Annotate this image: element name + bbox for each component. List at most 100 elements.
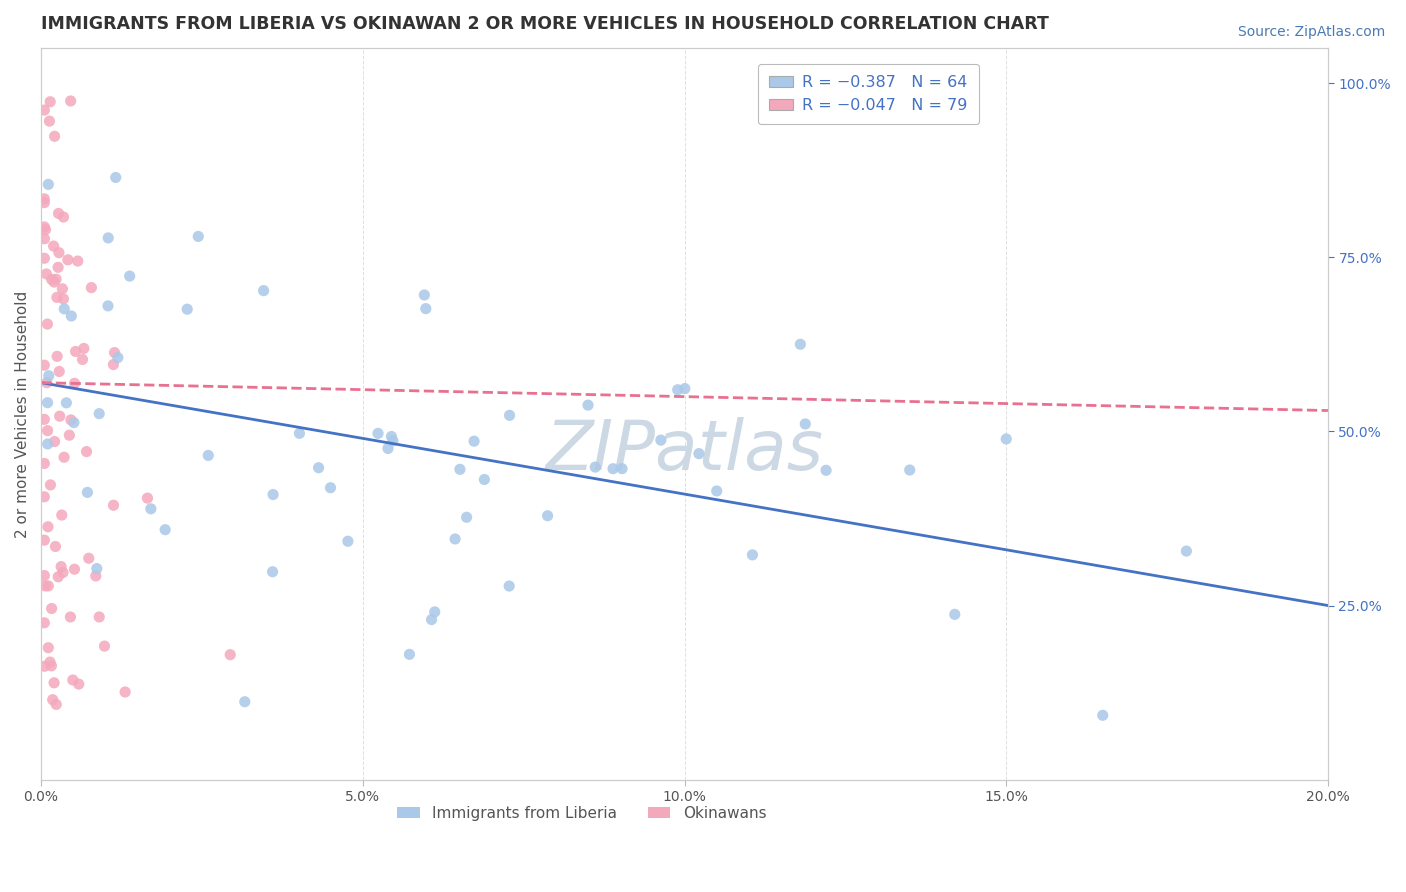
Point — [107, 351, 129, 365]
Point — [65, 344, 87, 359]
Point — [52, 292, 75, 306]
Point — [59, 610, 82, 624]
Point — [38, 368, 60, 383]
Point — [66, 254, 89, 268]
Point — [423, 605, 446, 619]
Legend: Immigrants from Liberia, Okinawans: Immigrants from Liberia, Okinawans — [391, 799, 772, 827]
Point — [48, 409, 70, 424]
Point — [415, 301, 437, 316]
Point — [815, 463, 838, 477]
Point — [97, 231, 120, 245]
Point — [63, 416, 86, 430]
Point — [59, 413, 82, 427]
Point — [666, 383, 689, 397]
Point — [37, 317, 59, 331]
Point — [308, 460, 330, 475]
Point — [319, 481, 342, 495]
Point — [80, 280, 103, 294]
Point — [262, 565, 284, 579]
Point — [898, 463, 921, 477]
Point — [34, 103, 56, 117]
Point — [63, 562, 86, 576]
Point — [380, 429, 402, 443]
Point — [35, 267, 58, 281]
Point — [84, 569, 107, 583]
Point — [44, 129, 66, 144]
Point — [288, 426, 311, 441]
Point — [44, 275, 66, 289]
Point — [37, 178, 59, 192]
Point — [219, 648, 242, 662]
Point — [449, 462, 471, 476]
Point — [118, 269, 141, 284]
Point — [413, 288, 436, 302]
Point — [77, 551, 100, 566]
Point — [34, 358, 56, 372]
Point — [576, 398, 599, 412]
Point — [34, 533, 56, 548]
Point — [197, 449, 219, 463]
Point — [34, 568, 56, 582]
Point — [53, 301, 76, 316]
Point — [336, 534, 359, 549]
Point — [381, 434, 404, 448]
Point — [55, 396, 77, 410]
Point — [943, 607, 966, 622]
Point — [37, 424, 59, 438]
Point — [1175, 544, 1198, 558]
Point — [602, 461, 624, 475]
Point — [46, 350, 69, 364]
Point — [67, 677, 90, 691]
Point — [673, 382, 696, 396]
Point — [139, 501, 162, 516]
Point — [37, 395, 59, 409]
Point — [650, 433, 672, 447]
Point — [34, 232, 56, 246]
Point — [706, 483, 728, 498]
Point — [34, 659, 56, 673]
Point — [41, 272, 63, 286]
Point — [37, 520, 59, 534]
Point — [52, 566, 75, 580]
Point — [45, 290, 67, 304]
Point — [63, 376, 86, 391]
Point — [60, 309, 83, 323]
Text: IMMIGRANTS FROM LIBERIA VS OKINAWAN 2 OR MORE VEHICLES IN HOUSEHOLD CORRELATION : IMMIGRANTS FROM LIBERIA VS OKINAWAN 2 OR… — [41, 15, 1049, 33]
Point — [49, 559, 72, 574]
Point — [48, 206, 70, 220]
Point — [262, 487, 284, 501]
Point — [38, 114, 60, 128]
Point — [104, 170, 127, 185]
Point — [37, 437, 59, 451]
Point — [34, 615, 56, 630]
Point — [48, 364, 70, 378]
Point — [45, 272, 67, 286]
Point — [444, 532, 467, 546]
Point — [398, 648, 420, 662]
Point — [62, 673, 84, 687]
Point — [794, 417, 817, 431]
Point — [44, 434, 66, 449]
Point — [39, 95, 62, 109]
Point — [377, 442, 399, 456]
Point — [456, 510, 478, 524]
Point — [41, 692, 63, 706]
Point — [89, 610, 111, 624]
Point — [789, 337, 811, 351]
Point — [41, 658, 63, 673]
Text: Source: ZipAtlas.com: Source: ZipAtlas.com — [1237, 25, 1385, 39]
Point — [73, 342, 96, 356]
Point — [498, 409, 520, 423]
Point — [53, 450, 76, 465]
Point — [114, 685, 136, 699]
Point — [233, 695, 256, 709]
Point — [42, 675, 65, 690]
Point — [76, 444, 98, 458]
Point — [103, 345, 125, 359]
Point — [45, 698, 67, 712]
Point — [34, 192, 56, 206]
Point — [176, 302, 198, 317]
Point — [34, 219, 56, 234]
Point — [48, 245, 70, 260]
Point — [688, 447, 710, 461]
